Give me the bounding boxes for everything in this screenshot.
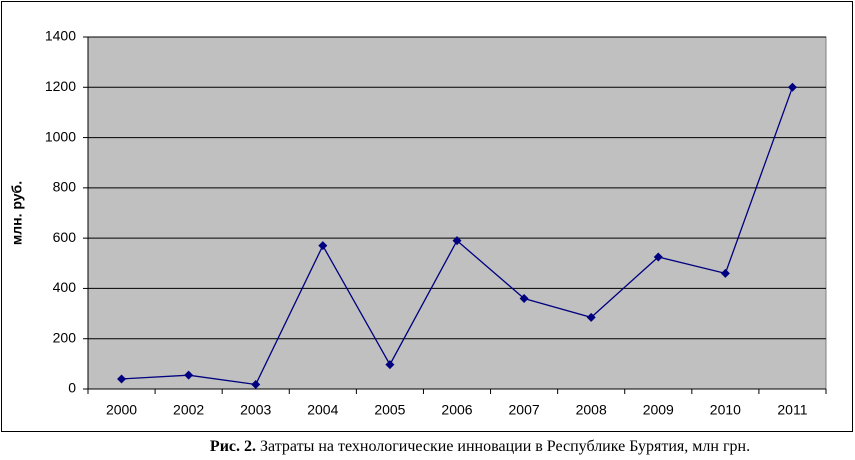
y-axis-label: млн. руб.	[9, 181, 25, 245]
x-tick-label: 2007	[509, 402, 540, 418]
marker	[720, 268, 730, 278]
x-tick-label: 2004	[307, 402, 338, 418]
x-tick-label: 2009	[643, 402, 674, 418]
x-tick-label: 2006	[441, 402, 472, 418]
x-tick-label: 2000	[106, 402, 137, 418]
y-tick-label: 1400	[45, 28, 76, 44]
marker	[117, 374, 127, 384]
x-tick-label: 2011	[777, 402, 807, 418]
marker	[519, 293, 529, 303]
marker	[184, 370, 194, 380]
marker	[586, 312, 596, 322]
marker	[318, 241, 328, 251]
marker	[653, 252, 663, 262]
y-tick-label: 400	[53, 279, 77, 295]
x-tick-label: 2002	[173, 402, 204, 418]
y-tick-label: 600	[53, 229, 77, 245]
y-tick-label: 200	[53, 329, 77, 345]
marker	[385, 360, 395, 370]
plot-area	[87, 36, 827, 390]
marker	[787, 82, 797, 92]
caption-text: Затраты на технологические инновации в Р…	[260, 438, 750, 455]
caption-label: Рис. 2.	[210, 438, 256, 455]
y-tick-label: 0	[68, 380, 76, 396]
y-tick-label: 800	[53, 179, 77, 195]
x-tick-label: 2005	[374, 402, 405, 418]
x-tick-label: 2010	[710, 402, 741, 418]
caption: Рис. 2. Затраты на технологические иннов…	[210, 438, 750, 455]
x-tick-label: 2008	[576, 402, 607, 418]
y-tick-label: 1200	[45, 78, 76, 94]
x-tick-label: 2003	[240, 402, 271, 418]
y-tick-label: 1000	[45, 128, 76, 144]
marker	[452, 236, 462, 246]
marker	[251, 379, 261, 389]
